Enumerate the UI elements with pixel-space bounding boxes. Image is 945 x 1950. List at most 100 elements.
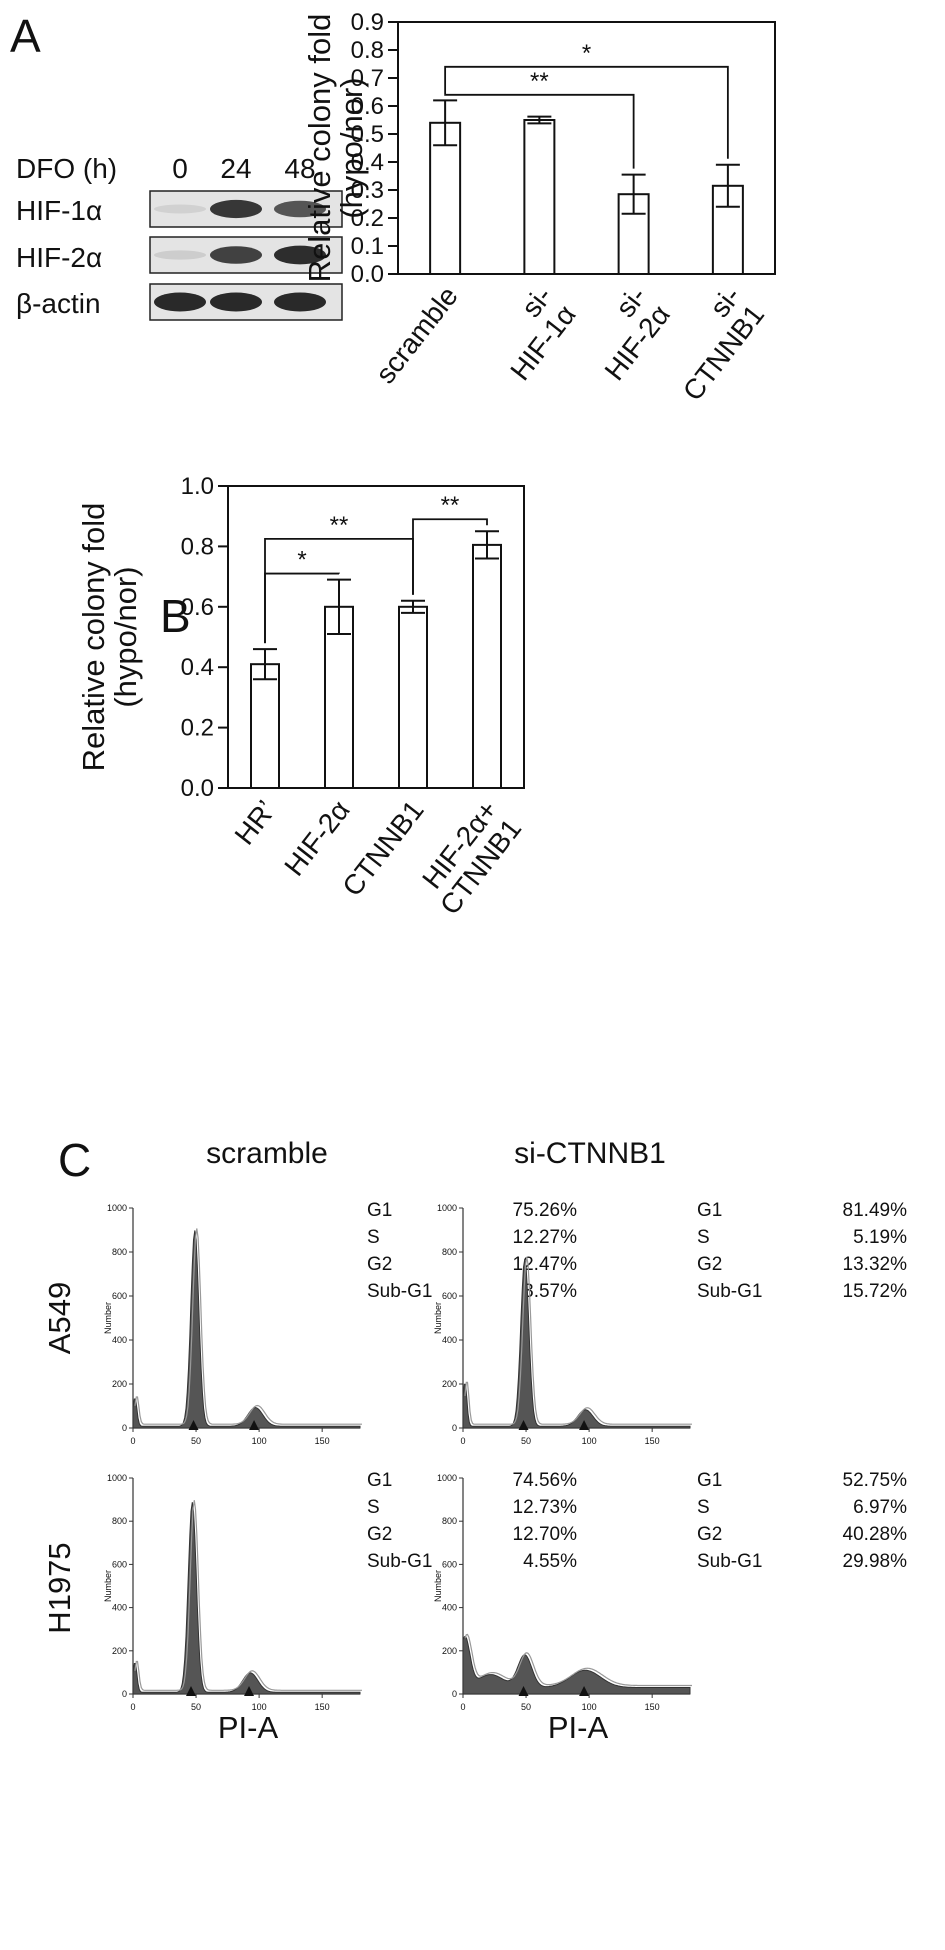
hist-h1975-scramble-ytick-label-4: 800: [112, 1516, 127, 1526]
hist-a549-scramble-phase-3: Sub-G1: [367, 1281, 432, 1302]
hist-a549-si-ctnnb1-xtick-label-0: 0: [460, 1436, 465, 1446]
chart-b-sig-label-1: **: [330, 512, 349, 539]
chart-b-bar-2: [398, 605, 428, 789]
bar-chart-a: 0.00.10.20.30.40.50.60.70.80.9***scrambl…: [302, 9, 776, 406]
hist-h1975-si-ctnnb1-fit-curve: [464, 1633, 692, 1687]
chart-a-category-0-line-0: scramble: [369, 281, 463, 390]
chart-b-ylabel-line-1: (hypo/nor): [108, 566, 143, 707]
hist-h1975-si-ctnnb1-phase-3: Sub-G1: [697, 1551, 762, 1572]
hist-a549-si-ctnnb1-percent-2: 13.32%: [843, 1254, 908, 1275]
hist-a549-scramble-percent-0: 75.26%: [513, 1200, 578, 1221]
wb-band-1-0: [154, 250, 206, 260]
row-label-a549: A549: [42, 1282, 77, 1354]
hist-a549-scramble-ylabel: Number: [103, 1302, 113, 1334]
x-label-pi-a-right: PI-A: [548, 1710, 609, 1745]
row-label-h1975: H1975: [42, 1542, 77, 1633]
chart-a-ytick-label-1: 0.1: [351, 233, 384, 260]
chart-a-ylabel-line-1: (hypo/nor): [334, 77, 369, 218]
hist-h1975-si-ctnnb1-xtick-label-1: 50: [521, 1702, 531, 1712]
chart-b-ytick-label-5: 1.0: [181, 473, 214, 500]
wb-protein-bactin: β-actin: [16, 288, 101, 319]
chart-b-plot-frame: [227, 485, 525, 789]
hist-h1975-scramble-xtick-label-2: 100: [252, 1702, 267, 1712]
hist-a549-scramble-xtick-label-2: 100: [252, 1436, 267, 1446]
chart-a-sig-label-0: **: [530, 68, 549, 95]
chart-b-bar-0: [250, 663, 280, 789]
hist-a549-si-ctnnb1-percent-3: 15.72%: [843, 1281, 908, 1302]
chart-a-bar-1: [523, 119, 556, 275]
chart-b-category-0-line-0: HR’: [229, 795, 282, 851]
hist-h1975-si-ctnnb1-xtick-label-3: 150: [645, 1702, 660, 1712]
chart-a-category-2: si-HIF-2α: [575, 281, 676, 386]
chart-a-ylabel: Relative colony fold(hypo/nor): [302, 14, 369, 283]
wb-timepoint-24: 24: [220, 153, 251, 184]
wb-band-1-1: [210, 246, 262, 264]
chart-a-ytick-label-7: 0.7: [351, 65, 384, 92]
hist-a549-si-ctnnb1-peak-arrow-0: [518, 1420, 529, 1430]
chart-b-sig-bracket-2: [412, 518, 488, 595]
hist-h1975-si-ctnnb1-ylabel: Number: [433, 1570, 443, 1602]
chart-a-ytick-label-4: 0.4: [351, 149, 384, 176]
chart-a-ytick-label-2: 0.2: [351, 205, 384, 232]
hist-h1975-si-ctnnb1-ytick-label-3: 600: [442, 1559, 457, 1569]
chart-b-category-1-line-0: HIF-2α: [278, 795, 355, 882]
bar-chart-b: 0.00.20.40.60.81.0*****HR’HIF-2αCTNNB1HI…: [76, 473, 527, 920]
chart-b-ytick-label-4: 0.8: [181, 533, 214, 560]
chart-b-sig-label-0: *: [297, 547, 306, 574]
panel-c-letter: C: [58, 1134, 91, 1186]
hist-a549-si-ctnnb1-xtick-label-2: 100: [582, 1436, 597, 1446]
chart-a-category-0: scramble: [369, 281, 463, 390]
hist-h1975-scramble-fit-curve: [134, 1500, 362, 1691]
hist-h1975-scramble-ytick-label-2: 400: [112, 1603, 127, 1613]
hist-h1975-si-ctnnb1-ytick-label-1: 200: [442, 1646, 457, 1656]
hist-h1975-si-ctnnb1-xtick-label-0: 0: [460, 1702, 465, 1712]
hist-a549-si-ctnnb1-ytick-label-1: 200: [442, 1379, 457, 1389]
hist-h1975-si-ctnnb1-ytick-label-0: 0: [452, 1689, 457, 1699]
hist-h1975-scramble-ytick-label-5: 1000: [107, 1473, 127, 1483]
hist-a549-scramble-ytick-label-0: 0: [122, 1423, 127, 1433]
hist-a549-si-ctnnb1-phase-0: G1: [697, 1200, 722, 1221]
hist-a549-scramble-ytick-label-1: 200: [112, 1379, 127, 1389]
hist-h1975-scramble-xtick-label-0: 0: [130, 1702, 135, 1712]
chart-b-category-0: HR’: [229, 795, 282, 851]
hist-a549-si-ctnnb1-xtick-label-1: 50: [521, 1436, 531, 1446]
hist-h1975-si-ctnnb1-percent-1: 6.97%: [853, 1497, 907, 1518]
hist-a549-scramble-xtick-label-1: 50: [191, 1436, 201, 1446]
wb-band-2-0: [154, 292, 206, 312]
hist-h1975-scramble-histogram-fill: [132, 1502, 361, 1695]
hist-h1975-si-ctnnb1-xtick-label-2: 100: [582, 1702, 597, 1712]
hist-h1975-si-ctnnb1-percent-0: 52.75%: [843, 1470, 908, 1491]
column-title-si-ctnnb1: si-CTNNB1: [514, 1137, 666, 1170]
chart-b-category-1: HIF-2α: [278, 795, 355, 882]
wb-band-0-1: [210, 199, 262, 219]
hist-h1975-scramble-percent-1: 12.73%: [513, 1497, 578, 1518]
chart-b-sig-label-2: **: [441, 492, 460, 519]
hist-a549-scramble-histogram-fill: [132, 1230, 361, 1429]
chart-a-category-1: si-HIF-1α: [481, 281, 582, 386]
chart-a-ytick-label-3: 0.3: [351, 177, 384, 204]
chart-b-ytick-label-0: 0.0: [181, 775, 214, 802]
hist-h1975-si-ctnnb1-percent-2: 40.28%: [843, 1524, 908, 1545]
chart-a-sig-label-1: *: [582, 40, 591, 67]
hist-a549-scramble-fit-curve: [134, 1228, 362, 1425]
hist-h1975-scramble-percent-2: 12.70%: [513, 1524, 578, 1545]
hist-h1975-si-ctnnb1-phase-2: G2: [697, 1524, 722, 1545]
hist-a549-scramble-peak-arrow-1: [249, 1420, 260, 1430]
wb-band-0-0: [154, 204, 206, 214]
hist-h1975-scramble-phase-1: S: [367, 1497, 380, 1518]
hist-a549-si-ctnnb1-xtick-label-3: 150: [645, 1436, 660, 1446]
hist-h1975-scramble-peak-arrow-0: [186, 1686, 197, 1696]
hist-a549-si-ctnnb1-phase-3: Sub-G1: [697, 1281, 762, 1302]
column-title-scramble: scramble: [206, 1137, 328, 1170]
chart-a-sig-bracket-1: [444, 65, 729, 159]
hist-a549-scramble-phase-2: G2: [367, 1254, 392, 1275]
chart-b-ytick-label-2: 0.4: [181, 654, 214, 681]
chart-a-ylabel-line-0: Relative colony fold: [302, 14, 337, 283]
hist-h1975-scramble-ytick-label-1: 200: [112, 1646, 127, 1656]
wb-band-1-2: [274, 245, 326, 265]
wb-treatment-label: DFO (h): [16, 153, 117, 184]
hist-h1975-si-ctnnb1-histogram-fill: [462, 1635, 691, 1695]
panel-b-letter: B: [160, 590, 191, 642]
hist-h1975-scramble-phase-3: Sub-G1: [367, 1551, 432, 1572]
